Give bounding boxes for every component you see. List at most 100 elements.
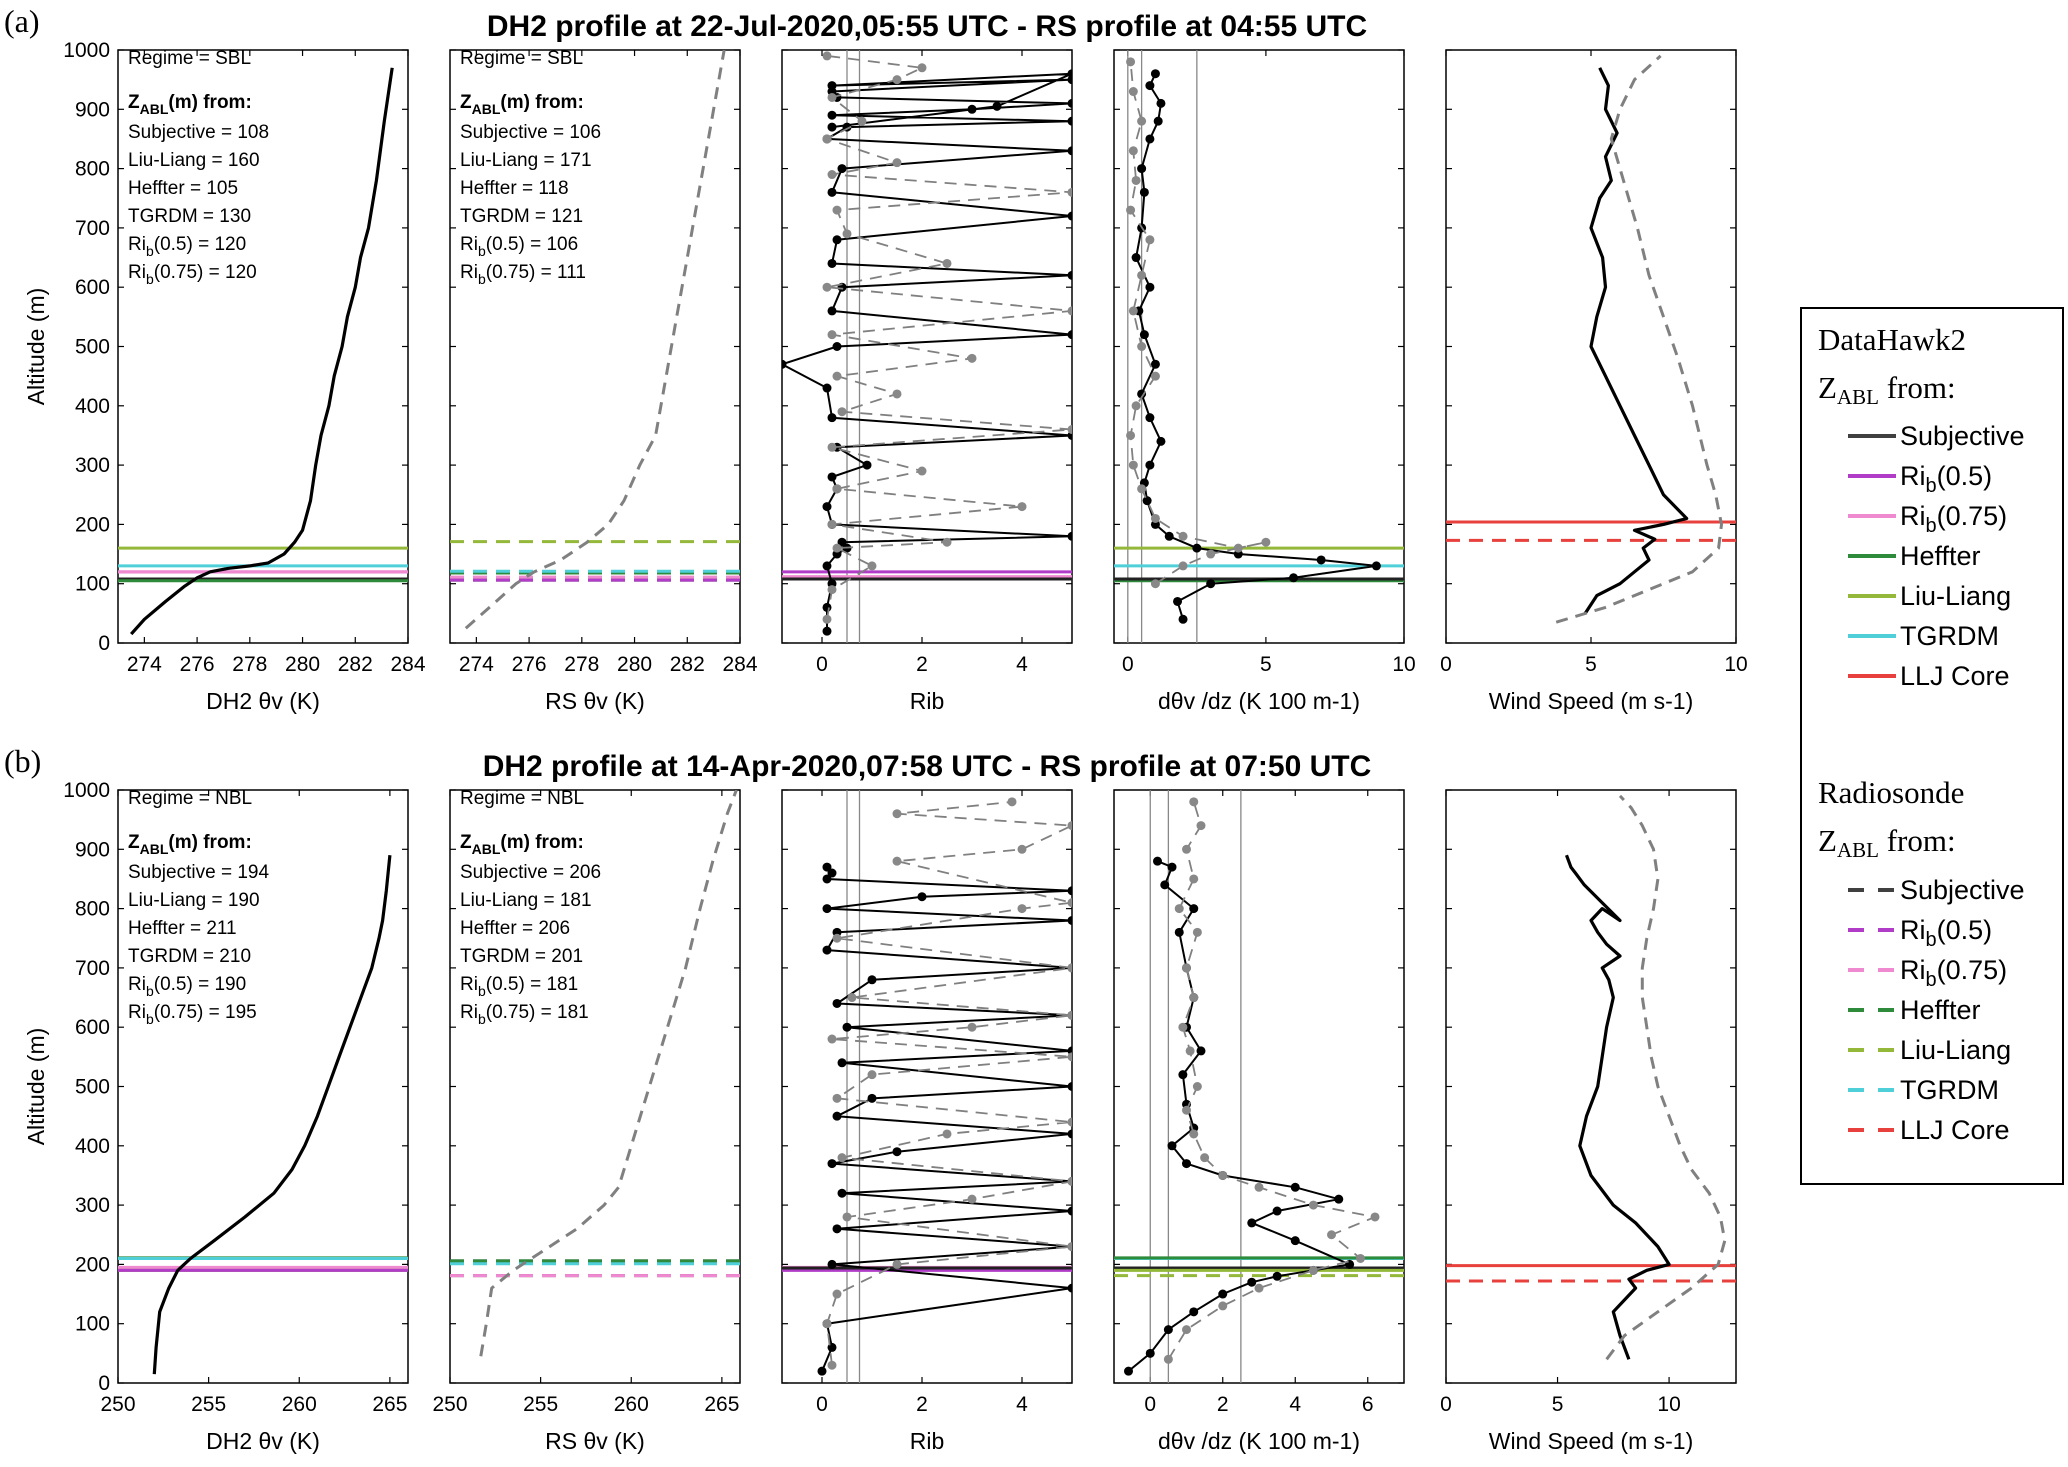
rs-point [827,442,837,452]
y-tick-label: 700 [75,217,110,240]
x-tick-label: 280 [285,653,320,676]
rs-point [942,258,952,268]
x-tick-label: 0 [816,1393,828,1416]
dh2-point [1131,253,1141,263]
legend-rs-entry-label: Heffter [1900,995,1981,1025]
y-tick-label: 400 [75,395,110,418]
rs-point [1327,1230,1336,1240]
x-axis-label: dθv /dz (K 100 m-1) [1158,1428,1360,1454]
x-axis-label: RS θv (K) [545,1428,645,1454]
dh2-point [1163,1325,1173,1335]
x-tick-label: 0 [1440,1393,1452,1416]
zabl-entry: Liu-Liang = 160 [128,150,260,171]
dh2-point [1124,1366,1133,1376]
y-tick-label: 0 [98,1372,110,1395]
y-tick-label: 600 [75,276,110,299]
dh2-point [1290,1182,1300,1192]
x-tick-label: 5 [1585,653,1597,676]
x-tick-label: 284 [722,653,757,676]
zabl-entry: Rib(0.75) = 111 [460,262,586,287]
rs-point [892,158,902,168]
rs-point [832,933,842,943]
rs-point [1067,963,1072,973]
zabl-entry: Liu-Liang = 181 [460,890,592,911]
rs-point [827,1034,837,1044]
rs-series-line [464,50,726,630]
rs-point [892,809,902,819]
rs-point [1131,401,1141,411]
rs-point [867,1070,877,1080]
x-tick-label: 2 [916,1393,928,1416]
legend-dh2-entry-label: Rib(0.5) [1900,461,1992,497]
regime-label: Regime = NBL [128,788,252,809]
rs-point [1233,543,1243,553]
zabl-heading: ZABL(m) from: [128,832,252,857]
legend-rs-entry-label: Rib(0.75) [1900,955,2007,991]
dh2-point [1167,1141,1177,1151]
x-tick-label: 5 [1552,1393,1564,1416]
rs-point [1308,1265,1318,1275]
rs-point [1218,1170,1228,1180]
dh2-point [827,187,837,197]
rs-point [942,537,952,547]
x-tick-label: 265 [372,1393,407,1416]
plot-area [118,855,408,1375]
rs-point [827,92,837,102]
dh2-point [1160,880,1170,890]
zabl-entry: Heffter = 118 [460,178,569,199]
rs-series-line [1555,54,1723,624]
rs-point [1007,797,1017,807]
subplot-3: 0 5 10 dθv /dz (K 100 m-1) [1113,49,1416,714]
dh2-point [1156,436,1166,446]
dh2-series-line [130,67,394,636]
rs-point [942,1129,952,1139]
axes-frame [1113,789,1405,1384]
dh2-point [1137,164,1147,174]
panel-title: DH2 profile at 22-Jul-2020,05:55 UTC - R… [487,10,1367,43]
dh2-point [1189,904,1199,914]
rs-point [1128,146,1138,156]
legend-rs-zabl-heading: ZABL from: [1818,823,1956,862]
plot-area [118,67,408,636]
plot-area [450,50,740,630]
zabl-entry: TGRDM = 121 [460,206,583,227]
dh2-series-line [1583,67,1689,615]
dh2-point [827,306,837,316]
rs-point [1254,1283,1264,1293]
rs-point [867,561,877,571]
dh2-point [837,164,847,174]
rs-point [1178,1022,1188,1032]
dh2-point [1139,330,1149,340]
rs-point [1137,484,1147,494]
dh2-point [992,101,1002,111]
dh2-point [1290,1236,1300,1246]
rs-series-line [1129,61,1267,585]
y-tick-label: 600 [75,1016,110,1039]
dh2-point [1174,927,1184,937]
rs-point [1128,306,1138,316]
rs-point [967,1194,977,1204]
dh2-point [967,104,977,114]
dh2-point [842,1022,852,1032]
dh2-point [827,81,837,91]
dh2-point [817,1366,827,1376]
zabl-entry: Heffter = 206 [460,918,570,939]
x-axis-label: Rib [910,1428,945,1454]
rs-point [827,519,837,529]
rs-point [1126,205,1136,215]
rs-point [1145,235,1155,245]
x-tick-label: 276 [180,653,215,676]
subplot-4: 0 5 10 Wind Speed (m s-1) [1440,789,1737,1454]
rs-point [1067,306,1072,316]
y-tick-label: 200 [75,1253,110,1276]
subplot-1: 250 255 260 265 RS θv (K) Regime = NBL ZABL(m)… [432,788,741,1454]
dh2-point [822,602,832,612]
zabl-entry: Heffter = 211 [128,918,237,939]
panel-1: (b) DH2 profile at 14-Apr-2020,07:58 UTC … [4,743,1737,1454]
dh2-point [1067,146,1072,156]
dh2-point [892,1147,902,1157]
x-tick-label: 0 [816,653,828,676]
dh2-point [1334,1194,1344,1204]
dh2-point [822,626,832,636]
